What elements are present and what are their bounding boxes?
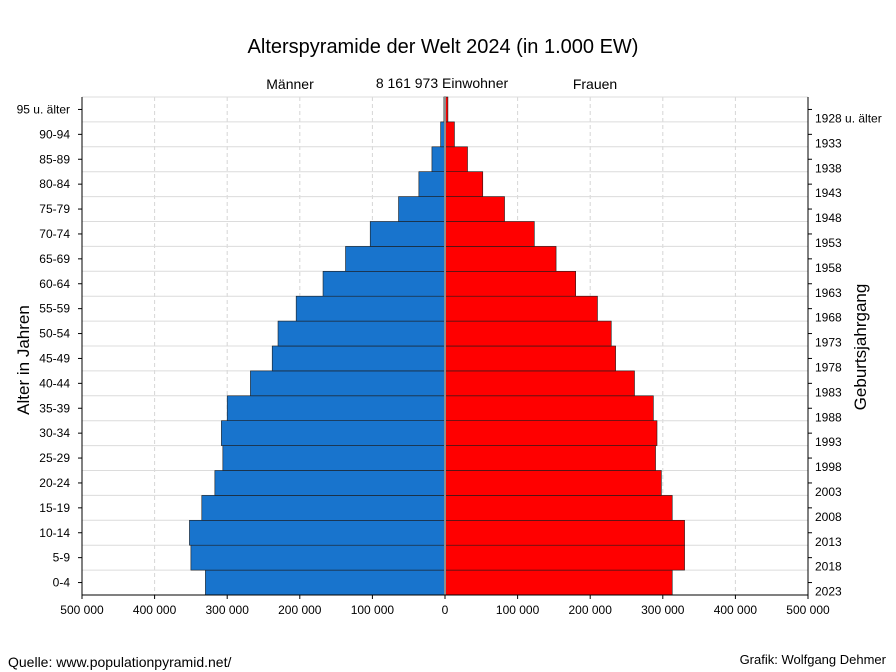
bar-male	[418, 171, 446, 197]
bar-male	[205, 569, 446, 596]
bar-male	[189, 519, 446, 546]
birth-year-label: 1948	[815, 211, 842, 225]
bar-female	[444, 295, 598, 322]
age-group-label: 95 u. älter	[17, 102, 70, 116]
bar-male	[221, 420, 446, 446]
chart-title: Alterspyramide der Welt 2024 (in 1.000 E…	[248, 36, 639, 58]
bar-male	[226, 395, 446, 421]
age-group-label: 50-54	[39, 327, 70, 341]
bar-male	[431, 146, 446, 173]
age-group-label: 85-89	[39, 152, 70, 166]
age-group-label: 40-44	[39, 376, 70, 390]
plot-area: 0-4 2023 5-9 2018 10-14 2013 15-19 2008 20-24 200…	[17, 96, 882, 617]
age-group-label: 10-14	[39, 526, 70, 540]
x-tick-label: 300 000	[206, 603, 250, 617]
birth-year-label: 2013	[815, 535, 842, 549]
x-tick-label: 400 000	[133, 603, 177, 617]
birth-year-label: 1963	[815, 286, 842, 300]
age-group-label: 75-79	[39, 202, 70, 216]
birth-year-label: 1953	[815, 236, 842, 250]
x-tick-label: 200 000	[278, 603, 322, 617]
age-group-label: 35-39	[39, 401, 70, 415]
x-tick-label: 500 000	[786, 603, 830, 617]
bar-male	[271, 345, 446, 372]
age-group-label: 90-94	[39, 127, 70, 141]
birth-year-label: 1968	[815, 311, 842, 325]
bar-male	[277, 320, 446, 347]
bar-male	[322, 270, 446, 297]
birth-year-label: 1983	[815, 385, 842, 399]
birth-year-label: 2003	[815, 485, 842, 499]
bar-female	[444, 121, 455, 148]
x-tick-label: 500 000	[60, 603, 104, 617]
y-axis-label-left: Alter in Jahren	[14, 305, 33, 415]
age-group-label: 80-84	[39, 177, 70, 191]
age-group-label: 20-24	[39, 476, 70, 490]
bar-female	[444, 171, 484, 197]
x-tick-label: 100 000	[496, 603, 540, 617]
birth-year-label: 1958	[815, 261, 842, 275]
bar-female	[444, 196, 505, 222]
age-group-label: 15-19	[39, 501, 70, 515]
age-group-label: 0-4	[53, 576, 71, 590]
birth-year-label: 2008	[815, 510, 842, 524]
bar-female	[444, 395, 654, 421]
y-axis-label-right: Geburtsjahrgang	[851, 284, 870, 411]
bar-male	[190, 544, 446, 571]
bar-female	[444, 320, 612, 347]
age-group-label: 70-74	[39, 227, 70, 241]
bar-female	[444, 345, 616, 372]
bar-female	[444, 519, 685, 546]
birth-year-label: 1993	[815, 435, 842, 449]
age-group-label: 60-64	[39, 277, 70, 291]
bar-male	[201, 495, 446, 521]
x-tick-label: 200 000	[569, 603, 613, 617]
bar-female	[444, 370, 635, 397]
birth-year-label: 1973	[815, 336, 842, 350]
bar-male	[214, 470, 446, 496]
age-group-label: 45-49	[39, 351, 70, 365]
age-group-label: 55-59	[39, 302, 70, 316]
legend-male-label: Männer	[266, 76, 314, 92]
birth-year-label: 1998	[815, 460, 842, 474]
total-population-label: 8 161 973 Einwohner	[376, 75, 509, 91]
birth-year-label: 1938	[815, 161, 842, 175]
x-tick-label: 300 000	[641, 603, 685, 617]
bar-female	[444, 470, 662, 496]
bar-female	[444, 544, 685, 571]
legend-female-label: Frauen	[573, 76, 617, 92]
bar-male	[398, 196, 446, 222]
bar-female	[444, 221, 535, 247]
birth-year-label: 1928 u. älter	[815, 111, 882, 125]
age-group-label: 5-9	[53, 551, 71, 565]
bar-female	[444, 146, 468, 173]
birth-year-label: 1943	[815, 186, 842, 200]
bar-male	[369, 221, 446, 247]
age-group-label: 30-34	[39, 426, 70, 440]
birth-year-label: 2023	[815, 585, 842, 599]
bar-female	[444, 569, 673, 596]
age-group-label: 65-69	[39, 252, 70, 266]
birth-year-label: 1978	[815, 360, 842, 374]
bar-female	[444, 270, 576, 297]
bar-female	[444, 495, 673, 521]
age-group-label: 25-29	[39, 451, 70, 465]
bar-female	[444, 420, 658, 446]
bar-male	[250, 370, 446, 397]
bar-male	[345, 246, 446, 272]
birth-year-label: 1933	[815, 136, 842, 150]
source-note: Quelle: www.populationpyramid.net/	[8, 654, 232, 670]
bar-male	[222, 445, 446, 471]
x-tick-label: 0	[442, 603, 449, 617]
birth-year-label: 2018	[815, 560, 842, 574]
x-tick-label: 100 000	[351, 603, 395, 617]
bar-male	[295, 295, 446, 322]
bar-female	[444, 445, 656, 471]
x-tick-label: 400 000	[714, 603, 758, 617]
bar-female	[444, 246, 557, 272]
graphic-credit: Grafik: Wolfgang Dehmer	[739, 652, 886, 667]
birth-year-label: 1988	[815, 410, 842, 424]
